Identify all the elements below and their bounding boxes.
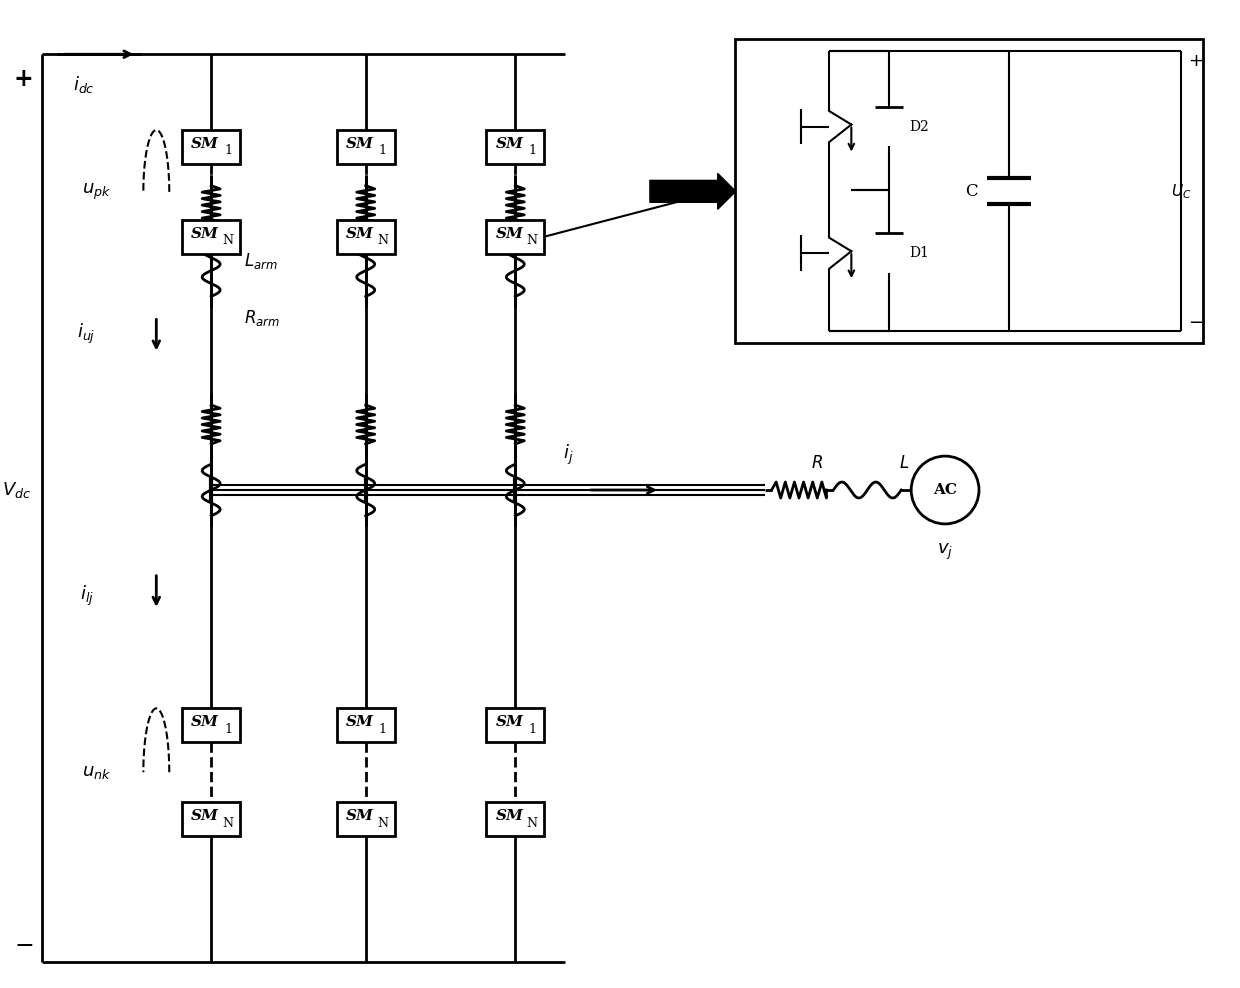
Text: SM: SM: [346, 226, 373, 241]
Text: $i_{uj}$: $i_{uj}$: [77, 321, 95, 346]
Text: SM: SM: [346, 715, 373, 729]
Text: N: N: [527, 234, 538, 247]
Text: SM: SM: [191, 137, 219, 151]
Text: SM: SM: [346, 137, 373, 151]
Polygon shape: [875, 233, 903, 273]
Text: SM: SM: [346, 809, 373, 823]
Polygon shape: [875, 107, 903, 146]
Text: SM: SM: [495, 715, 523, 729]
Text: $u_{nk}$: $u_{nk}$: [82, 763, 112, 782]
Text: $-$: $-$: [14, 934, 33, 956]
Bar: [337, 802, 394, 836]
Text: +: +: [14, 67, 33, 91]
FancyArrow shape: [650, 174, 735, 209]
Text: D2: D2: [909, 120, 929, 133]
Text: $v_{j}$: $v_{j}$: [937, 541, 954, 562]
Bar: [337, 130, 394, 164]
Text: N: N: [223, 816, 233, 830]
Text: $V_{dc}$: $V_{dc}$: [2, 480, 31, 500]
Text: $R$: $R$: [811, 454, 823, 471]
Text: $i_{lj}$: $i_{lj}$: [79, 584, 93, 608]
Text: N: N: [377, 816, 388, 830]
Bar: [182, 708, 241, 742]
Text: SM: SM: [191, 715, 219, 729]
Text: $i_{j}$: $i_{j}$: [563, 443, 573, 467]
Bar: [182, 802, 241, 836]
Text: $u_{pk}$: $u_{pk}$: [82, 182, 112, 202]
Bar: [337, 219, 394, 254]
Text: N: N: [223, 234, 233, 247]
Bar: [337, 708, 394, 742]
Text: 1: 1: [378, 723, 387, 736]
Text: D1: D1: [909, 246, 929, 260]
Text: C: C: [965, 183, 977, 200]
Text: 1: 1: [528, 144, 536, 157]
Text: SM: SM: [495, 809, 523, 823]
Bar: [486, 130, 544, 164]
Text: AC: AC: [932, 483, 957, 497]
Bar: [486, 219, 544, 254]
Bar: [734, 40, 1203, 344]
Text: N: N: [527, 816, 538, 830]
Bar: [182, 130, 241, 164]
Text: $i_{dc}$: $i_{dc}$: [73, 74, 94, 95]
Text: 1: 1: [378, 144, 387, 157]
Text: $U_C$: $U_C$: [1172, 182, 1192, 201]
Text: +: +: [1188, 52, 1203, 70]
Text: 1: 1: [224, 723, 232, 736]
Bar: [486, 708, 544, 742]
Text: N: N: [377, 234, 388, 247]
Text: $-$: $-$: [1188, 312, 1204, 331]
Text: 1: 1: [528, 723, 536, 736]
Text: SM: SM: [191, 226, 219, 241]
Text: SM: SM: [495, 226, 523, 241]
Text: $L_{arm}$: $L_{arm}$: [244, 251, 278, 271]
Text: SM: SM: [191, 809, 219, 823]
Text: $L$: $L$: [899, 454, 909, 471]
Text: 1: 1: [224, 144, 232, 157]
Text: SM: SM: [495, 137, 523, 151]
Text: $R_{arm}$: $R_{arm}$: [244, 308, 280, 328]
Bar: [182, 219, 241, 254]
Bar: [486, 802, 544, 836]
